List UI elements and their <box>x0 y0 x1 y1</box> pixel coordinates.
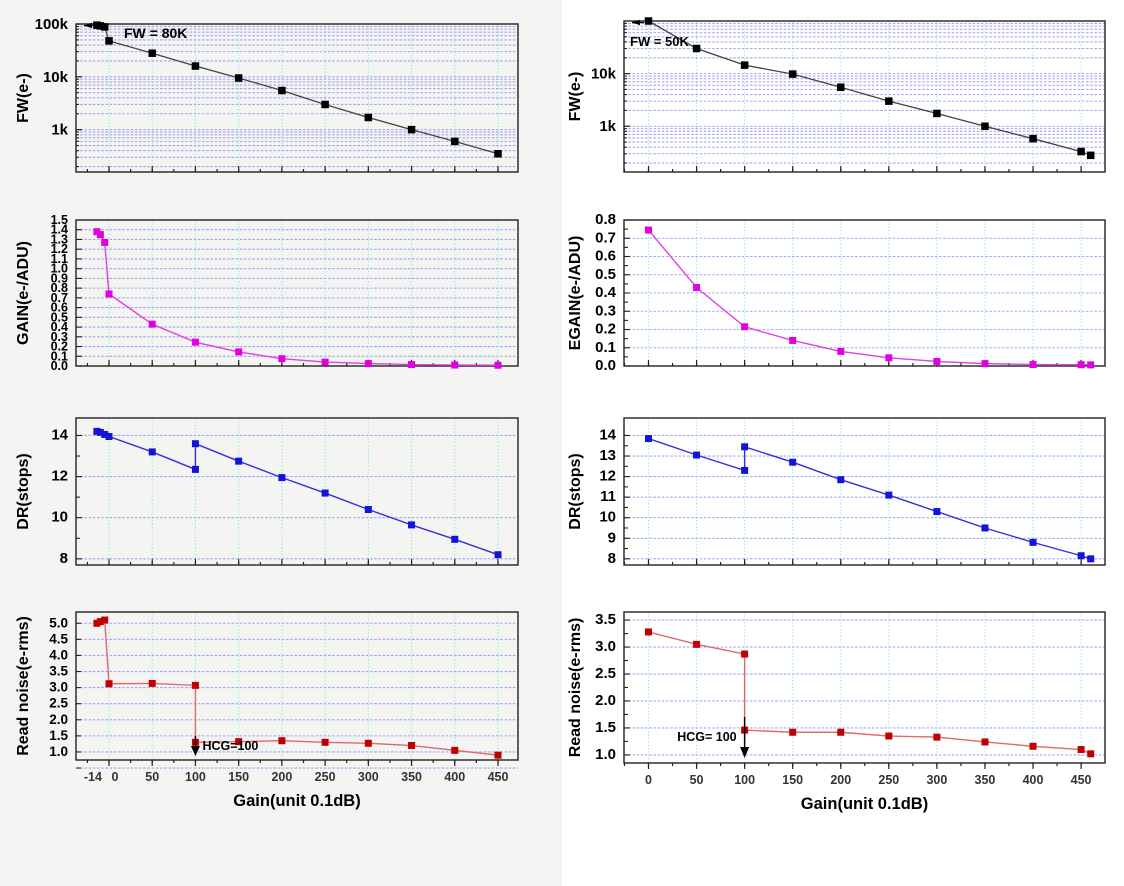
svg-text:3.5: 3.5 <box>49 664 68 679</box>
svg-text:250: 250 <box>878 773 899 787</box>
svg-text:HCG=100: HCG=100 <box>202 739 258 753</box>
svg-text:10k: 10k <box>43 69 69 86</box>
svg-text:0.2: 0.2 <box>595 321 616 338</box>
svg-text:300: 300 <box>358 770 379 784</box>
svg-text:Read noise(e-rms): Read noise(e-rms) <box>15 616 32 756</box>
svg-text:200: 200 <box>271 770 292 784</box>
svg-text:1.0: 1.0 <box>49 744 68 759</box>
svg-text:FW(e-): FW(e-) <box>15 73 32 123</box>
svg-text:0.0: 0.0 <box>51 359 68 373</box>
svg-text:FW(e-): FW(e-) <box>567 72 584 122</box>
svg-text:Gain(unit 0.1dB): Gain(unit 0.1dB) <box>233 792 360 810</box>
svg-text:0.7: 0.7 <box>595 229 616 246</box>
svg-text:200: 200 <box>830 773 851 787</box>
svg-text:300: 300 <box>926 773 947 787</box>
svg-text:DR(stops): DR(stops) <box>567 453 584 529</box>
svg-text:150: 150 <box>228 770 249 784</box>
svg-text:350: 350 <box>401 770 422 784</box>
svg-text:Read noise(e-rms): Read noise(e-rms) <box>567 618 584 758</box>
svg-text:8: 8 <box>60 550 68 567</box>
svg-text:0: 0 <box>645 773 652 787</box>
svg-text:2.5: 2.5 <box>49 696 68 711</box>
svg-text:100k: 100k <box>35 16 69 33</box>
svg-text:0.6: 0.6 <box>595 248 616 265</box>
svg-text:DR(stops): DR(stops) <box>15 453 32 529</box>
svg-text:11: 11 <box>600 488 616 505</box>
svg-text:10k: 10k <box>591 66 617 83</box>
svg-text:14: 14 <box>599 426 616 443</box>
svg-text:0.0: 0.0 <box>595 357 616 374</box>
svg-text:1.5: 1.5 <box>595 719 616 736</box>
svg-text:FW = 50K: FW = 50K <box>630 34 689 49</box>
svg-text:50: 50 <box>690 773 704 787</box>
svg-text:4.0: 4.0 <box>49 647 68 662</box>
svg-text:9: 9 <box>608 529 616 546</box>
svg-text:EGAIN(e-/ADU): EGAIN(e-/ADU) <box>567 236 584 351</box>
svg-text:450: 450 <box>488 770 509 784</box>
svg-text:400: 400 <box>1023 773 1044 787</box>
svg-text:0.1: 0.1 <box>595 339 616 356</box>
svg-text:FW = 80K: FW = 80K <box>124 25 187 41</box>
svg-text:450: 450 <box>1071 773 1092 787</box>
svg-text:50: 50 <box>145 770 159 784</box>
svg-text:1.0: 1.0 <box>595 746 616 763</box>
svg-text:10: 10 <box>599 509 616 526</box>
svg-text:150: 150 <box>782 773 803 787</box>
svg-text:2.5: 2.5 <box>595 665 616 682</box>
svg-text:1k: 1k <box>599 118 616 135</box>
svg-text:10: 10 <box>51 509 68 526</box>
svg-text:350: 350 <box>975 773 996 787</box>
svg-text:400: 400 <box>444 770 465 784</box>
svg-text:12: 12 <box>51 468 68 485</box>
svg-text:GAIN(e-/ADU): GAIN(e-/ADU) <box>15 241 32 345</box>
svg-text:3.0: 3.0 <box>595 638 616 655</box>
svg-text:3.0: 3.0 <box>49 680 68 695</box>
svg-text:100: 100 <box>185 770 206 784</box>
svg-text:0: 0 <box>112 770 119 784</box>
svg-text:0.4: 0.4 <box>595 284 617 301</box>
svg-text:4.5: 4.5 <box>49 631 68 646</box>
svg-text:Gain(unit 0.1dB): Gain(unit 0.1dB) <box>801 795 928 813</box>
svg-text:5.0: 5.0 <box>49 615 68 630</box>
svg-text:250: 250 <box>315 770 336 784</box>
svg-text:2.0: 2.0 <box>49 712 68 727</box>
svg-text:100: 100 <box>734 773 755 787</box>
svg-text:HCG= 100: HCG= 100 <box>677 730 736 744</box>
svg-text:0.3: 0.3 <box>595 302 616 319</box>
svg-text:1k: 1k <box>51 122 68 139</box>
svg-text:3.5: 3.5 <box>595 611 616 628</box>
svg-text:1.5: 1.5 <box>49 728 68 743</box>
svg-text:8: 8 <box>608 550 616 567</box>
svg-text:12: 12 <box>599 468 616 485</box>
svg-text:2.0: 2.0 <box>595 692 616 709</box>
svg-text:-14: -14 <box>84 770 102 784</box>
svg-text:13: 13 <box>599 447 616 464</box>
svg-text:0.5: 0.5 <box>595 266 616 283</box>
svg-text:14: 14 <box>51 426 68 443</box>
svg-text:0.8: 0.8 <box>595 211 616 228</box>
